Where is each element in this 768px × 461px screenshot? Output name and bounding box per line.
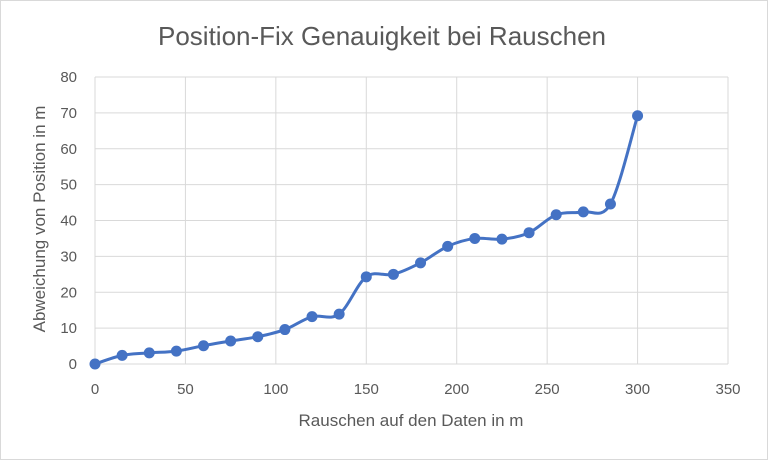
data-markers [89, 110, 644, 370]
data-point [252, 331, 264, 343]
data-point [333, 308, 345, 320]
y-tick-label: 20 [60, 284, 77, 301]
data-point [198, 340, 210, 352]
data-point [604, 198, 616, 210]
x-tick-label: 50 [177, 381, 194, 398]
y-tick-label: 40 [60, 213, 77, 230]
data-point [306, 311, 318, 323]
data-point [225, 335, 237, 347]
y-tick-label: 0 [69, 356, 77, 373]
data-point [496, 233, 508, 245]
x-tick-label: 350 [715, 381, 740, 398]
y-tick-label: 30 [60, 248, 77, 265]
gridlines [94, 76, 729, 365]
y-tick-label: 50 [60, 177, 77, 194]
x-tick-label: 200 [444, 381, 469, 398]
x-tick-label: 100 [263, 381, 288, 398]
y-tick-label: 60 [60, 141, 77, 158]
data-point [279, 324, 291, 336]
data-point [415, 257, 427, 269]
x-tick-label: 150 [354, 381, 379, 398]
y-tick-label: 80 [60, 69, 77, 86]
data-point [632, 110, 644, 122]
data-point [387, 268, 399, 280]
x-tick-label: 300 [625, 381, 650, 398]
data-point [577, 206, 589, 218]
chart-title: Position-Fix Genauigkeit bei Rauschen [158, 21, 606, 51]
data-point [143, 347, 155, 359]
y-tick-label: 70 [60, 105, 77, 122]
data-point [170, 345, 182, 357]
x-axis-title: Rauschen auf den Daten in m [299, 411, 524, 430]
data-point [89, 358, 101, 370]
data-point [360, 271, 372, 283]
data-point [523, 227, 535, 239]
tick-labels: 0 50 100 150 200 250 300 350 0 10 20 30 40 50 60 70 80 [60, 69, 740, 398]
data-point [442, 240, 454, 252]
x-tick-label: 0 [91, 381, 99, 398]
y-tick-label: 10 [60, 320, 77, 337]
x-tick-label: 250 [535, 381, 560, 398]
data-point [550, 209, 562, 221]
data-point [469, 232, 481, 244]
data-point [116, 349, 128, 361]
y-axis-title: Abweichung von Position in m [30, 106, 49, 333]
